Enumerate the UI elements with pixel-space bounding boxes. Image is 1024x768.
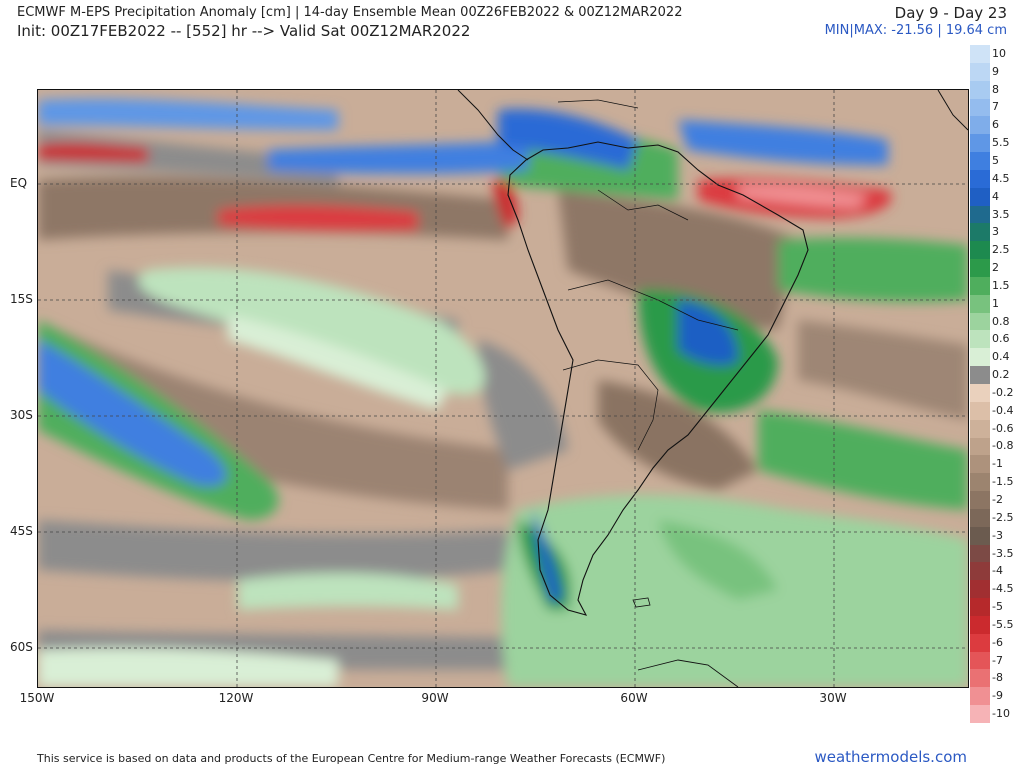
colorbar-swatch (970, 223, 990, 242)
colorbar-swatch (970, 169, 990, 189)
colorbar-swatch (970, 98, 990, 117)
south-america-coastline (507, 141, 809, 616)
colorbar-swatch (970, 615, 990, 635)
colorbar-label: 0.2 (992, 368, 1010, 382)
colorbar-swatch (970, 580, 990, 599)
ecmwf-credit: This service is based on data and produc… (37, 752, 666, 765)
colorbar-swatch (970, 241, 990, 260)
colorbar-swatch (970, 401, 990, 421)
colorbar-swatch (970, 669, 990, 688)
lat-label-60s: 60S (10, 640, 33, 654)
colorbar-swatch (970, 134, 990, 153)
lon-label-120w: 120W (218, 691, 254, 705)
colorbar-swatch (970, 366, 990, 385)
colorbar-label: 5 (992, 153, 999, 167)
colorbar-label: -0.2 (992, 385, 1014, 399)
lat-label-30s: 30S (10, 408, 33, 422)
colorbar-swatch (970, 651, 990, 670)
lat-label-45s: 45S (10, 524, 33, 538)
colorbar-label: 2 (992, 261, 999, 275)
graticule (38, 90, 968, 687)
min-max-label: MIN|MAX: -21.56 | 19.64 cm (824, 23, 1007, 38)
colorbar-swatch (970, 80, 990, 99)
lat-label-eq: EQ (10, 176, 28, 190)
colorbar-swatch (970, 205, 990, 224)
colorbar-label: -0.8 (992, 439, 1014, 453)
colorbar-label: 0.6 (992, 332, 1010, 346)
colorbar-swatch (970, 491, 990, 510)
lat-label-15s: 15S (10, 292, 33, 306)
colorbar-swatch (970, 330, 990, 349)
precipitation-anomaly-map[interactable] (37, 89, 969, 688)
colorbar-swatch (970, 45, 990, 64)
colorbar-label: -9 (992, 689, 1003, 703)
day-range-label: Day 9 - Day 23 (894, 4, 1007, 22)
colorbar-swatch (970, 312, 990, 331)
colorbar-label: -3 (992, 528, 1003, 542)
anomaly-field (38, 98, 968, 687)
colorbar-swatch (970, 598, 990, 617)
colorbar-swatch (970, 259, 990, 278)
colorbar-swatch (970, 473, 990, 492)
colorbar-label: -1.5 (992, 475, 1014, 489)
lon-label-150w: 150W (19, 691, 55, 705)
colorbar-label: 6 (992, 118, 999, 132)
colorbar-swatch (970, 455, 990, 474)
colorbar-swatch (970, 544, 990, 563)
colorbar (970, 45, 990, 724)
colorbar-label: 5.5 (992, 136, 1010, 150)
colorbar-swatch (970, 419, 990, 438)
colorbar-label: -5.5 (992, 617, 1014, 631)
colorbar-label: 7 (992, 100, 999, 114)
colorbar-swatch (970, 152, 990, 171)
colorbar-swatch (970, 705, 990, 724)
colorbar-swatch (970, 276, 990, 296)
colorbar-swatch (970, 562, 990, 581)
colorbar-swatch (970, 633, 990, 653)
colorbar-label: -4.5 (992, 582, 1014, 596)
colorbar-label: -1 (992, 457, 1003, 471)
colorbar-swatch (970, 508, 990, 528)
colorbar-label: 10 (992, 46, 1006, 60)
colorbar-label: 1 (992, 296, 999, 310)
colorbar-label: 2.5 (992, 243, 1010, 257)
colorbar-swatch (970, 116, 990, 135)
map-canvas (38, 90, 968, 687)
colorbar-label: -2.5 (992, 510, 1014, 524)
colorbar-label: -8 (992, 671, 1003, 685)
colorbar-label: -4 (992, 564, 1003, 578)
colorbar-label: 4.5 (992, 171, 1010, 185)
colorbar-label: -0.6 (992, 421, 1014, 435)
colorbar-label: -5 (992, 600, 1003, 614)
colorbar-label: 4 (992, 189, 999, 203)
colorbar-label: 0.8 (992, 314, 1010, 328)
site-link[interactable]: weathermodels.com (814, 748, 967, 766)
colorbar-swatch (970, 62, 990, 82)
colorbar-label: -10 (992, 707, 1010, 721)
colorbar-label: -2 (992, 492, 1003, 506)
colorbar-label: 9 (992, 64, 999, 78)
colorbar-label: 3 (992, 225, 999, 239)
colorbar-swatch (970, 187, 990, 207)
country-borders (562, 359, 659, 451)
colorbar-label: -6 (992, 635, 1003, 649)
colorbar-swatch (970, 348, 990, 367)
colorbar-swatch (970, 687, 990, 706)
lon-label-90w: 90W (421, 691, 449, 705)
title-line-2: Init: 00Z17FEB2022 -- [552] hr --> Valid… (17, 22, 471, 40)
colorbar-label: 0.4 (992, 350, 1010, 364)
colorbar-swatch (970, 437, 990, 456)
colorbar-label: -0.4 (992, 403, 1014, 417)
colorbar-label: 8 (992, 82, 999, 96)
colorbar-swatch (970, 384, 990, 403)
colorbar-label: 3.5 (992, 207, 1010, 221)
lon-label-60w: 60W (620, 691, 648, 705)
title-line-1: ECMWF M-EPS Precipitation Anomaly [cm] |… (17, 5, 683, 20)
colorbar-label: -7 (992, 653, 1003, 667)
colorbar-swatch (970, 294, 990, 314)
lon-label-30w: 30W (819, 691, 847, 705)
colorbar-swatch (970, 526, 990, 546)
colorbar-label: 1.5 (992, 278, 1010, 292)
colorbar-label: -3.5 (992, 546, 1014, 560)
